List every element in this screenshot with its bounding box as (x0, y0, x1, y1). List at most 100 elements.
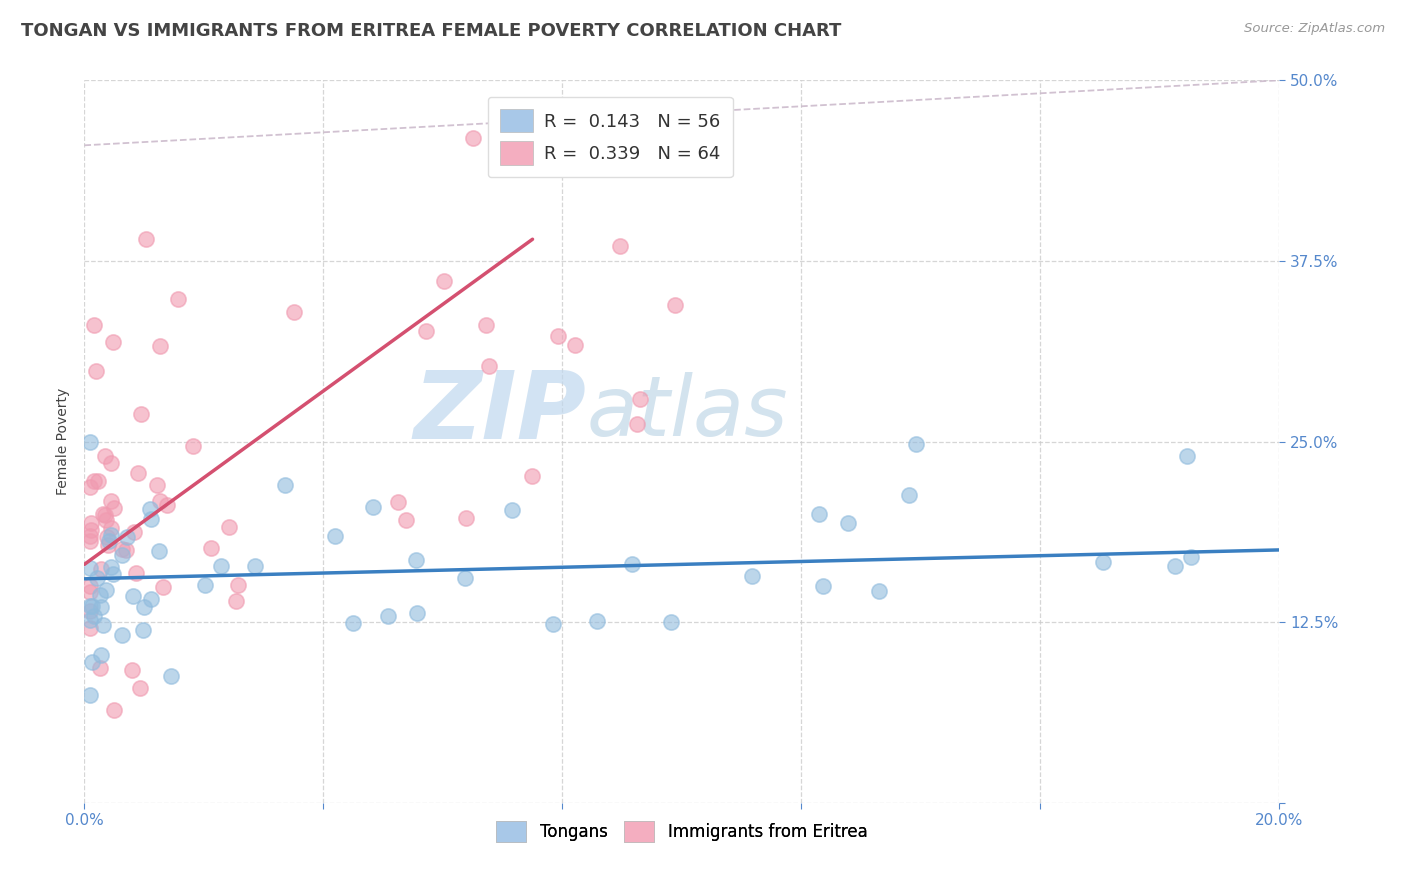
Point (620, 557, 643, 571)
Point (91, 507, 114, 521)
Point (520, 469, 543, 483)
Point (181, 439, 204, 453)
Point (100, 521, 122, 535)
Point (377, 609, 399, 624)
Text: Source: ZipAtlas.com: Source: ZipAtlas.com (1244, 22, 1385, 36)
Point (132, 623, 155, 637)
Point (94, 449, 117, 463)
Point (94, 508, 117, 522)
Point (141, 591, 163, 606)
Text: TONGAN VS IMMIGRANTS FROM ERITREA FEMALE POVERTY CORRELATION CHART: TONGAN VS IMMIGRANTS FROM ERITREA FEMALE… (21, 22, 841, 40)
Point (868, 584, 890, 599)
Point (541, 616, 564, 631)
Point (218, 520, 240, 534)
Point (475, 318, 498, 332)
Point (135, 232, 157, 246)
Point (94, 583, 117, 598)
Point (139, 511, 162, 525)
Point (86, 571, 108, 585)
Point (97, 538, 120, 552)
Point (111, 541, 134, 556)
Point (167, 292, 190, 306)
Point (79, 523, 101, 537)
Point (115, 530, 138, 544)
Text: ZIP: ZIP (413, 367, 586, 458)
Point (83, 474, 105, 488)
Point (139, 501, 162, 516)
Point (837, 516, 859, 530)
Point (100, 528, 122, 542)
Point (200, 541, 222, 556)
Point (90, 562, 112, 576)
Point (79, 604, 101, 618)
Point (121, 663, 143, 677)
Point (79, 585, 101, 599)
Point (87, 474, 110, 488)
Point (245, 558, 267, 573)
Point (91, 617, 114, 632)
Point (807, 507, 830, 521)
Point (226, 578, 249, 592)
Point (79, 599, 101, 614)
Point (100, 494, 122, 508)
Legend: Tongans, Immigrants from Eritrea: Tongans, Immigrants from Eritrea (489, 814, 875, 848)
Point (643, 153, 665, 167)
Point (110, 628, 132, 642)
Point (79, 689, 101, 703)
Point (79, 480, 101, 494)
Point (395, 512, 418, 526)
Point (97, 534, 120, 549)
Point (415, 324, 437, 338)
Point (564, 338, 586, 352)
Point (114, 542, 136, 557)
Point (125, 566, 148, 580)
Point (156, 498, 179, 512)
Point (79, 621, 101, 635)
Point (361, 500, 384, 515)
Point (94, 513, 117, 527)
Point (904, 437, 927, 451)
Point (148, 544, 170, 558)
Point (387, 495, 409, 509)
Point (461, 131, 484, 145)
Point (225, 593, 247, 607)
Point (79, 534, 101, 549)
Point (626, 417, 648, 431)
Point (134, 600, 156, 615)
Point (897, 488, 920, 502)
Point (454, 571, 477, 585)
Point (1175, 449, 1198, 463)
Point (659, 615, 682, 629)
Point (405, 553, 427, 567)
Text: atlas: atlas (586, 372, 787, 453)
Point (145, 477, 167, 491)
Point (741, 568, 763, 582)
Point (193, 578, 215, 592)
Point (664, 298, 686, 312)
Y-axis label: Female Poverty: Female Poverty (56, 388, 70, 495)
Point (82, 599, 104, 614)
Point (103, 500, 125, 515)
Point (96, 530, 118, 544)
Point (89, 661, 111, 675)
Point (547, 328, 569, 343)
Point (152, 580, 174, 594)
Point (1164, 558, 1187, 573)
Point (122, 589, 145, 603)
Point (79, 435, 101, 450)
Point (160, 669, 183, 683)
Point (128, 681, 150, 696)
Point (628, 392, 651, 407)
Point (111, 548, 134, 562)
Point (84, 364, 107, 378)
Point (1180, 550, 1202, 565)
Point (90, 648, 112, 662)
Point (83, 318, 105, 332)
Point (209, 558, 232, 573)
Point (79, 613, 101, 627)
Point (1092, 555, 1115, 569)
Point (405, 606, 427, 620)
Point (79, 579, 101, 593)
Point (101, 566, 124, 581)
Point (79, 516, 101, 530)
